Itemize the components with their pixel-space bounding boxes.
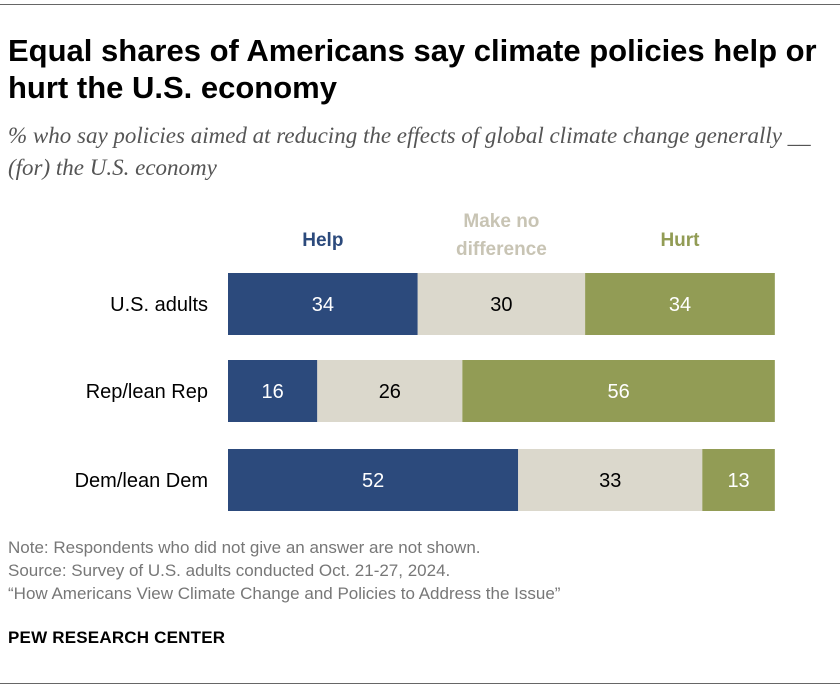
top-rule: [0, 4, 840, 5]
row-label: Rep/lean Rep: [86, 381, 208, 403]
legend-label: Help: [302, 230, 343, 251]
bar-segment: [462, 360, 775, 422]
chart-subtitle: % who say policies aimed at reducing the…: [8, 123, 811, 180]
chart-title: Equal shares of Americans say climate po…: [8, 33, 817, 105]
data-label: 34: [312, 294, 334, 316]
data-label: 56: [607, 381, 629, 403]
note-text: Note: Respondents who did not give an an…: [8, 538, 481, 557]
report-title: “How Americans View Climate Change and P…: [8, 584, 561, 603]
data-label: 13: [727, 470, 749, 492]
legend-label: Hurt: [660, 230, 700, 251]
data-label: 16: [262, 381, 284, 403]
data-label: 34: [669, 294, 691, 316]
bottom-rule: [0, 683, 840, 684]
stacked-bar-chart: U.S. adults Rep/lean Rep Dem/lean Dem 34 30 3…: [75, 211, 775, 511]
row-label: Dem/lean Dem: [75, 470, 208, 492]
bar-segment: [228, 360, 318, 422]
legend-label: Make no difference: [456, 211, 547, 260]
chart-notes: Note: Respondents who did not give an an…: [8, 536, 560, 605]
data-label: 52: [362, 470, 384, 492]
bar-segment: [585, 273, 775, 335]
bar-segment: [228, 449, 519, 511]
bar-segment: [702, 449, 775, 511]
source-text: Source: Survey of U.S. adults conducted …: [8, 561, 451, 580]
row-label: U.S. adults: [110, 294, 208, 316]
bar-segment: [417, 273, 586, 335]
bar-segment: [518, 449, 703, 511]
bar-segment: [317, 360, 463, 422]
brand-logo-text: PEW RESEARCH CENTER: [8, 628, 226, 647]
data-label: 26: [379, 381, 401, 403]
bar-segment: [228, 273, 418, 335]
data-label: 30: [490, 294, 512, 316]
data-label: 33: [599, 470, 621, 492]
